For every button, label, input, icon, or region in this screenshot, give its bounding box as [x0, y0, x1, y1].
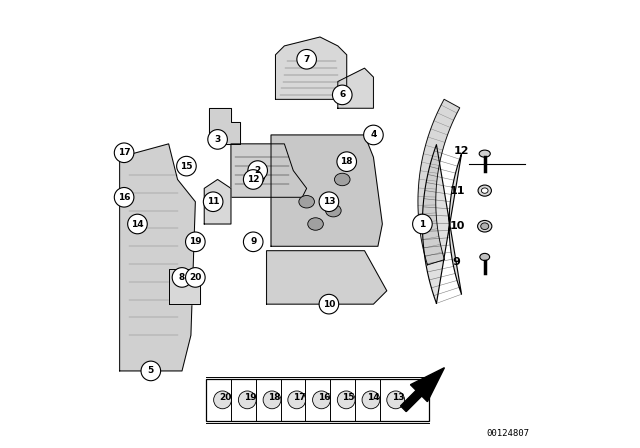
- Text: 9: 9: [250, 237, 257, 246]
- Polygon shape: [120, 144, 195, 371]
- Text: 5: 5: [148, 366, 154, 375]
- Circle shape: [248, 161, 268, 181]
- Text: 19: 19: [189, 237, 202, 246]
- Text: 10: 10: [449, 221, 465, 231]
- Polygon shape: [209, 108, 240, 144]
- Ellipse shape: [335, 173, 350, 186]
- Circle shape: [251, 171, 264, 184]
- Polygon shape: [275, 37, 347, 99]
- Circle shape: [214, 391, 232, 409]
- Polygon shape: [267, 251, 387, 304]
- Text: 8: 8: [179, 273, 185, 282]
- Text: 17: 17: [293, 393, 306, 402]
- Circle shape: [288, 391, 306, 409]
- Ellipse shape: [478, 185, 492, 196]
- Bar: [207, 379, 429, 421]
- Circle shape: [319, 294, 339, 314]
- Circle shape: [413, 214, 432, 234]
- Circle shape: [387, 391, 404, 409]
- Circle shape: [127, 214, 147, 234]
- Ellipse shape: [479, 150, 490, 157]
- Circle shape: [208, 129, 227, 149]
- Polygon shape: [418, 99, 460, 265]
- Ellipse shape: [481, 223, 489, 229]
- Text: 17: 17: [118, 148, 131, 157]
- Text: 16: 16: [318, 393, 330, 402]
- Text: 12: 12: [247, 175, 259, 184]
- Circle shape: [243, 232, 263, 252]
- Text: 18: 18: [268, 393, 281, 402]
- Circle shape: [337, 152, 356, 172]
- Circle shape: [204, 192, 223, 211]
- Polygon shape: [231, 144, 307, 197]
- Circle shape: [115, 143, 134, 163]
- Text: 11: 11: [449, 185, 465, 196]
- Text: 12: 12: [454, 146, 469, 155]
- Ellipse shape: [480, 254, 490, 260]
- Circle shape: [172, 267, 192, 287]
- Circle shape: [186, 232, 205, 252]
- Text: 2: 2: [255, 166, 260, 175]
- Text: 15: 15: [180, 162, 193, 171]
- Ellipse shape: [308, 218, 323, 230]
- Polygon shape: [422, 145, 461, 303]
- Ellipse shape: [481, 188, 488, 193]
- Circle shape: [186, 267, 205, 287]
- Text: 20: 20: [219, 393, 231, 402]
- Circle shape: [364, 125, 383, 145]
- Text: 7: 7: [303, 55, 310, 64]
- Circle shape: [238, 391, 256, 409]
- Circle shape: [297, 49, 316, 69]
- Text: 00124807: 00124807: [486, 429, 529, 438]
- Circle shape: [141, 361, 161, 381]
- Circle shape: [177, 156, 196, 176]
- Text: 16: 16: [118, 193, 131, 202]
- Polygon shape: [338, 68, 373, 108]
- Polygon shape: [168, 268, 200, 304]
- Text: 19: 19: [244, 393, 256, 402]
- Text: 20: 20: [189, 273, 202, 282]
- Circle shape: [337, 391, 355, 409]
- Circle shape: [319, 192, 339, 211]
- Circle shape: [115, 188, 134, 207]
- Text: 4: 4: [370, 130, 376, 139]
- Text: 14: 14: [131, 220, 144, 228]
- Text: 10: 10: [323, 300, 335, 309]
- Ellipse shape: [299, 195, 314, 208]
- Ellipse shape: [326, 204, 341, 217]
- Text: 18: 18: [340, 157, 353, 166]
- Text: 15: 15: [342, 393, 355, 402]
- Circle shape: [362, 391, 380, 409]
- Ellipse shape: [477, 220, 492, 232]
- FancyArrow shape: [401, 368, 444, 412]
- Polygon shape: [271, 135, 382, 246]
- Circle shape: [243, 170, 263, 189]
- Text: 6: 6: [339, 90, 346, 99]
- Polygon shape: [204, 180, 231, 224]
- Text: 1: 1: [419, 220, 426, 228]
- Text: 11: 11: [207, 197, 220, 206]
- Circle shape: [312, 391, 330, 409]
- Circle shape: [263, 391, 281, 409]
- Text: 9: 9: [452, 257, 460, 267]
- Text: 3: 3: [214, 135, 221, 144]
- Text: 14: 14: [367, 393, 380, 402]
- Text: 13: 13: [323, 197, 335, 206]
- Circle shape: [332, 85, 352, 105]
- Text: 13: 13: [392, 393, 404, 402]
